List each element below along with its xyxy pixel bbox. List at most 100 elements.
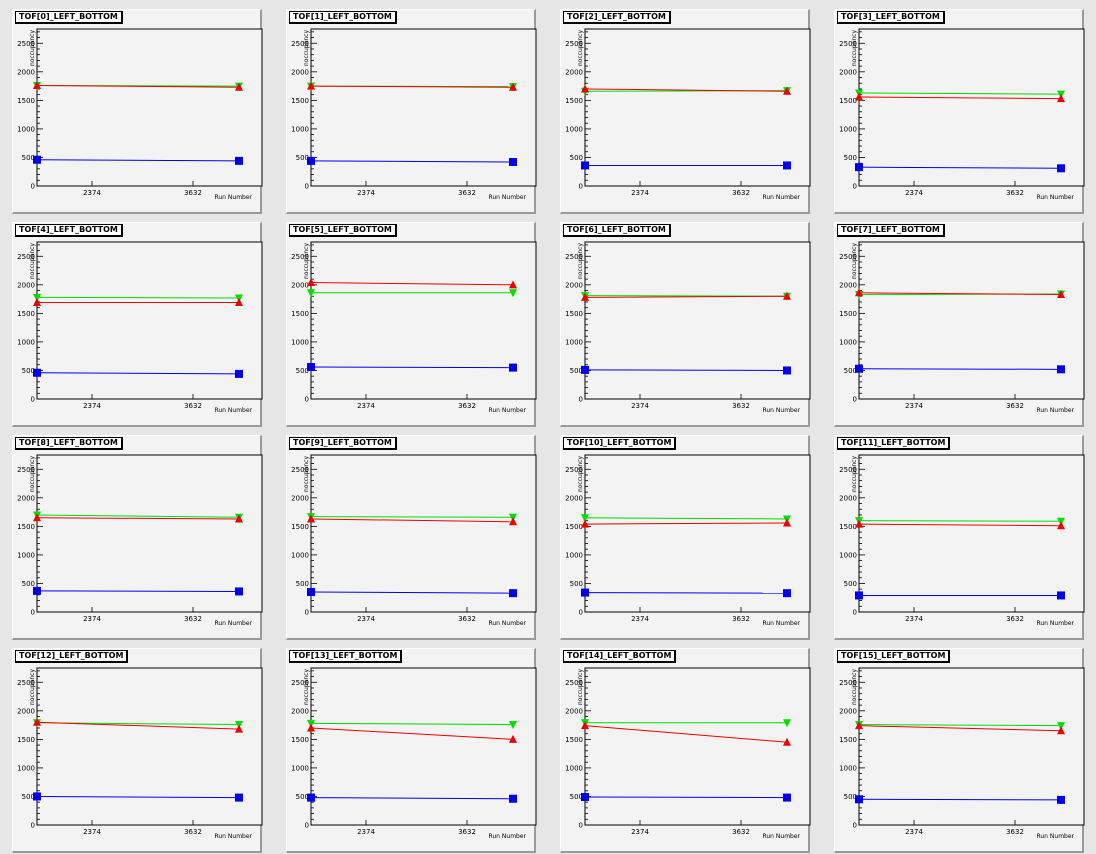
y-tick-label: 2500 xyxy=(565,253,583,261)
chart-pad: 0 500 1000 1500 2000 2500 2374 3632 Run Number no… xyxy=(560,435,811,640)
chart-pad: 0 500 1000 1500 2000 2500 2374 3632 Run Number no… xyxy=(560,222,811,427)
chart-pad: 0 500 1000 1500 2000 2500 2374 3632 Run Number no… xyxy=(834,9,1085,214)
series-line-blue xyxy=(36,372,240,375)
data-point-blue xyxy=(235,793,243,802)
y-tick-label: 2500 xyxy=(565,40,583,48)
data-point-red xyxy=(581,721,589,730)
y-tick-label: 0 xyxy=(579,396,583,404)
x-axis-label: Run Number xyxy=(214,407,252,414)
y-tick-label: 2500 xyxy=(17,40,35,48)
y-tick-label: 1000 xyxy=(565,125,583,133)
chart-title: TOF[11]_LEFT_BOTTOM xyxy=(837,437,951,450)
x-tick-label: 3632 xyxy=(184,828,202,836)
x-axis-label: Run Number xyxy=(1036,407,1074,414)
plot-frame xyxy=(36,454,263,613)
y-tick-label: 2500 xyxy=(291,253,309,261)
y-tick-label: 2500 xyxy=(839,466,857,474)
chart-title: TOF[5]_LEFT_BOTTOM xyxy=(289,224,397,237)
data-point-blue xyxy=(509,589,517,598)
y-tick-label: 1500 xyxy=(565,736,583,744)
series-line-red xyxy=(858,292,1062,296)
series-line-blue xyxy=(36,590,240,592)
y-tick-label: 1000 xyxy=(291,764,309,772)
chart-pad: 0 500 1000 1500 2000 2500 2374 3632 Run Number no… xyxy=(12,648,263,853)
plot-frame xyxy=(36,667,263,826)
y-tick-label: 0 xyxy=(305,609,309,617)
data-point-blue xyxy=(307,363,315,372)
series-line-red xyxy=(36,85,240,88)
data-point-green xyxy=(509,289,517,298)
y-tick-label: 0 xyxy=(305,822,309,830)
y-tick-label: 2500 xyxy=(17,679,35,687)
y-tick-label: 1500 xyxy=(291,97,309,105)
y-tick-label: 2500 xyxy=(565,466,583,474)
data-point-red xyxy=(33,513,41,522)
y-tick-label: 1000 xyxy=(17,764,35,772)
y-tick-label: 1000 xyxy=(17,125,35,133)
series-line-blue xyxy=(584,796,788,799)
y-tick-label: 1500 xyxy=(565,523,583,531)
chart-canvas: 0 500 1000 1500 2000 2500 2374 3632 Run Number no… xyxy=(17,28,263,201)
chart-canvas: 0 500 1000 1500 2000 2500 2374 3632 Run Number no… xyxy=(839,28,1085,201)
series-line-red xyxy=(36,721,240,730)
data-point-red xyxy=(509,280,517,289)
data-point-blue xyxy=(783,161,791,170)
x-tick-label: 3632 xyxy=(458,615,476,623)
data-point-blue xyxy=(581,161,589,170)
data-point-red xyxy=(783,737,791,746)
chart-canvas: 0 500 1000 1500 2000 2500 2374 3632 Run Number no… xyxy=(17,667,263,840)
y-tick-label: 0 xyxy=(579,822,583,830)
chart-title: TOF[7]_LEFT_BOTTOM xyxy=(837,224,945,237)
series-line-blue xyxy=(36,795,240,799)
y-tick-label: 2500 xyxy=(839,40,857,48)
x-axis-label: Run Number xyxy=(1036,194,1074,201)
y-axis-label: noccupancy xyxy=(577,669,584,705)
data-point-red xyxy=(33,81,41,90)
x-tick-label: 2374 xyxy=(83,402,101,410)
y-tick-label: 1000 xyxy=(565,338,583,346)
y-tick-label: 500 xyxy=(22,154,35,162)
y-tick-label: 500 xyxy=(844,580,857,588)
y-tick-label: 500 xyxy=(570,367,583,375)
x-tick-label: 2374 xyxy=(83,828,101,836)
y-tick-label: 0 xyxy=(853,822,857,830)
y-axis-label: noccupancy xyxy=(577,456,584,492)
chart-title: TOF[6]_LEFT_BOTTOM xyxy=(563,224,671,237)
data-point-green xyxy=(1057,722,1065,731)
x-axis-label: Run Number xyxy=(762,194,800,201)
chart-title: TOF[2]_LEFT_BOTTOM xyxy=(563,11,671,24)
chart-canvas: 0 500 1000 1500 2000 2500 2374 3632 Run Number no… xyxy=(839,241,1085,414)
y-tick-label: 0 xyxy=(31,183,35,191)
x-axis-label: Run Number xyxy=(488,620,526,627)
y-tick-label: 0 xyxy=(31,822,35,830)
y-axis-label: noccupancy xyxy=(303,30,310,66)
series-line-blue xyxy=(584,592,788,594)
x-tick-label: 3632 xyxy=(458,189,476,197)
x-tick-label: 2374 xyxy=(905,402,923,410)
y-tick-label: 2500 xyxy=(17,466,35,474)
y-tick-label: 1500 xyxy=(17,310,35,318)
y-tick-label: 1000 xyxy=(839,125,857,133)
plot-frame xyxy=(584,28,811,187)
chart-pad: 0 500 1000 1500 2000 2500 2374 3632 Run Number no… xyxy=(834,435,1085,640)
series-line-red xyxy=(858,725,1062,732)
y-tick-label: 500 xyxy=(296,154,309,162)
chart-pad: 0 500 1000 1500 2000 2500 2374 3632 Run Number no… xyxy=(286,222,537,427)
series-line-red xyxy=(310,727,514,740)
data-point-blue xyxy=(1057,365,1065,374)
plot-frame xyxy=(584,241,811,400)
plot-frame xyxy=(310,241,537,400)
series-line-green xyxy=(858,520,1062,522)
x-tick-label: 2374 xyxy=(357,615,375,623)
y-tick-label: 1000 xyxy=(17,338,35,346)
plot-frame xyxy=(584,667,811,826)
plot-frame xyxy=(310,28,537,187)
chart-pad: 0 500 1000 1500 2000 2500 2374 3632 Run Number no… xyxy=(286,9,537,214)
y-tick-label: 0 xyxy=(579,183,583,191)
data-point-blue xyxy=(509,158,517,167)
plot-frame xyxy=(858,667,1085,826)
y-tick-label: 2500 xyxy=(291,40,309,48)
y-axis-label: noccupancy xyxy=(303,243,310,279)
chart-title: TOF[4]_LEFT_BOTTOM xyxy=(15,224,123,237)
y-tick-label: 0 xyxy=(31,609,35,617)
